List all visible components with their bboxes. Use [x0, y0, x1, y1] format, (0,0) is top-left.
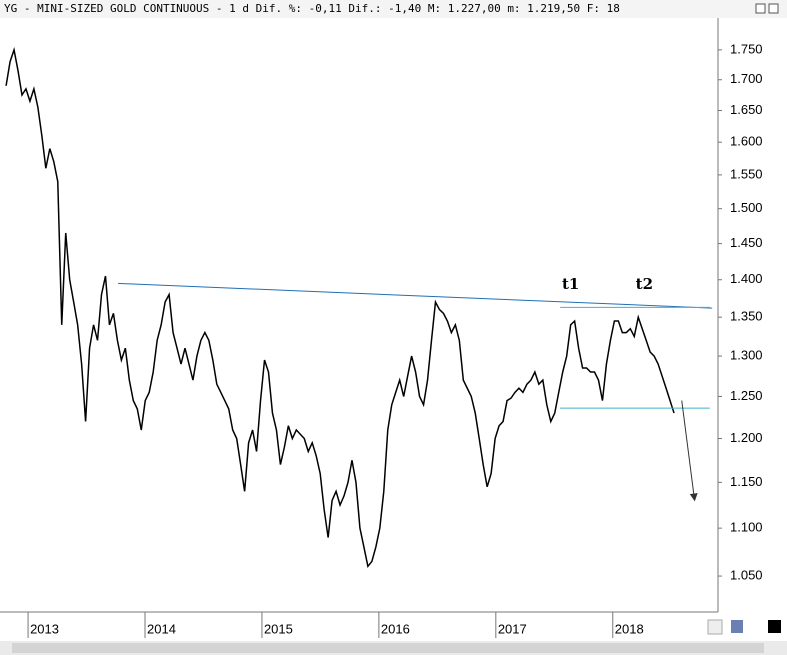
- y-tick-label: 1.150: [730, 474, 763, 489]
- y-tick-label: 1.350: [730, 309, 763, 324]
- y-tick-label: 1.450: [730, 235, 763, 250]
- color-button[interactable]: [768, 620, 781, 633]
- price-line: [5, 46, 675, 568]
- trend-line: [681, 400, 698, 502]
- trend-line: [118, 282, 713, 309]
- chart-title: YG - MINI-SIZED GOLD CONTINUOUS - 1 d Di…: [4, 2, 620, 15]
- y-tick-label: 1.100: [730, 520, 763, 535]
- x-tick-label: 2014: [147, 621, 176, 636]
- maximize-button[interactable]: [755, 3, 766, 14]
- y-tick-label: 1.200: [730, 430, 763, 445]
- x-tick-label: 2016: [381, 621, 410, 636]
- y-tick-label: 1.650: [730, 102, 763, 117]
- tool-button[interactable]: [707, 619, 723, 635]
- y-tick-label: 1.300: [730, 348, 763, 363]
- y-tick-label: 1.400: [730, 271, 763, 286]
- y-tick-label: 1.750: [730, 41, 763, 56]
- title-bar: [0, 0, 787, 18]
- y-tick-label: 1.050: [730, 568, 763, 583]
- y-tick-label: 1.600: [730, 134, 763, 149]
- annotation: t2: [636, 275, 653, 293]
- y-tick-label: 1.700: [730, 71, 763, 86]
- x-tick-label: 2015: [264, 621, 293, 636]
- save-button[interactable]: [731, 620, 743, 633]
- x-tick-label: 2018: [615, 621, 644, 636]
- y-tick-label: 1.500: [730, 200, 763, 215]
- y-tick-label: 1.250: [730, 388, 763, 403]
- scrollbar-thumb[interactable]: [12, 643, 764, 653]
- x-tick-label: 2013: [30, 621, 59, 636]
- x-tick-label: 2017: [498, 621, 527, 636]
- close-button[interactable]: [768, 3, 779, 14]
- y-tick-label: 1.550: [730, 166, 763, 181]
- annotation: t1: [562, 275, 579, 293]
